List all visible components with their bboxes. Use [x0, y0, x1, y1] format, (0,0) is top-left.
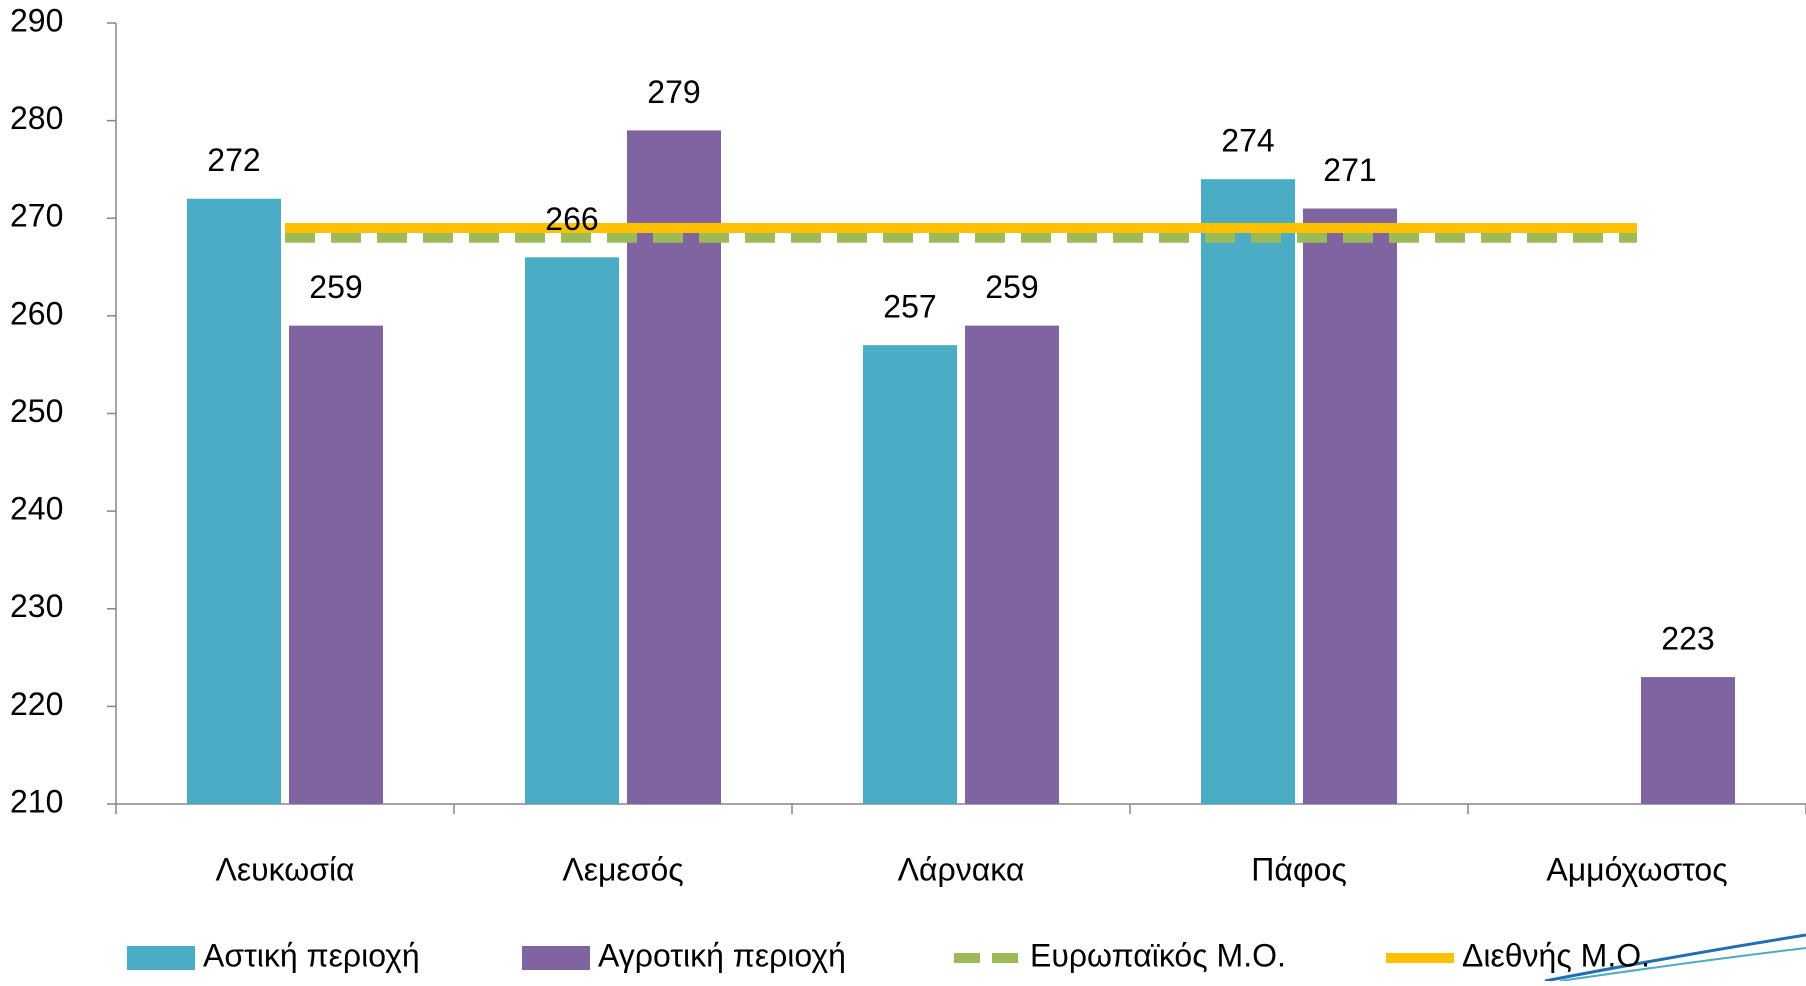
y-tick-label: 220 [10, 686, 63, 722]
y-tick-label: 250 [10, 393, 63, 429]
legend-label: Αγροτική περιοχή [598, 937, 846, 973]
x-tick-label: Αμμόχωστος [1546, 851, 1727, 887]
y-tick-label: 280 [10, 100, 63, 136]
legend-swatch [127, 946, 195, 970]
y-tick-label: 290 [10, 2, 63, 38]
data-label: 274 [1221, 123, 1274, 159]
x-tick-label: Πάφος [1251, 851, 1347, 887]
data-label: 259 [309, 269, 362, 305]
data-label: 259 [985, 269, 1038, 305]
bar [289, 325, 383, 804]
bar [187, 198, 281, 805]
legend-label: Αστική περιοχή [203, 937, 420, 973]
data-label: 279 [647, 74, 700, 110]
decor-swoosh [1559, 947, 1806, 982]
bar [525, 257, 619, 804]
bar [1641, 677, 1735, 804]
bar [1303, 208, 1397, 805]
legend-label: Διεθνής Μ.Ο. [1462, 937, 1650, 973]
legend-label: Ευρωπαϊκός Μ.Ο. [1030, 937, 1286, 973]
data-label: 272 [207, 142, 260, 178]
y-tick-label: 270 [10, 198, 63, 234]
y-tick-label: 210 [10, 783, 63, 819]
y-tick-label: 230 [10, 588, 63, 624]
x-tick-label: Λάρνακα [898, 851, 1025, 887]
bar [1201, 179, 1295, 804]
data-label: 257 [883, 289, 936, 325]
y-tick-label: 240 [10, 491, 63, 527]
bar [965, 325, 1059, 804]
x-tick-label: Λευκωσία [215, 851, 354, 887]
data-label: 223 [1661, 621, 1714, 657]
legend-swatch [522, 946, 590, 970]
bar [863, 345, 957, 804]
data-label: 266 [545, 201, 598, 237]
y-tick-label: 260 [10, 295, 63, 331]
x-tick-label: Λεμεσός [562, 851, 683, 887]
data-label: 271 [1323, 152, 1376, 188]
decor-swoosh [1544, 933, 1806, 983]
